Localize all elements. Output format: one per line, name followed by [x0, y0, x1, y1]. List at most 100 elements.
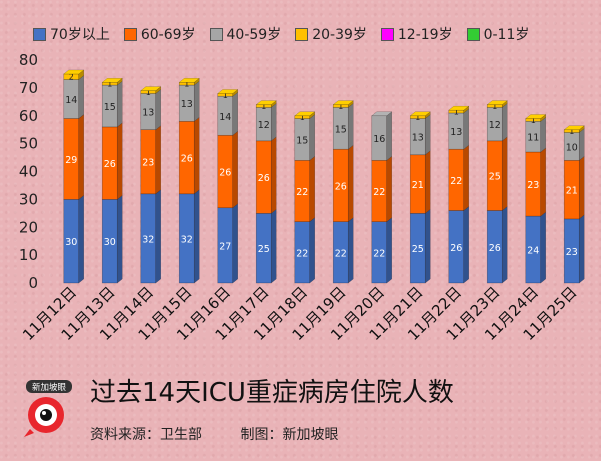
bar-segment-side — [117, 77, 123, 86]
data-label: 1 — [223, 91, 228, 100]
legend-swatch — [295, 27, 309, 41]
bar-top — [486, 100, 508, 105]
bar-segment-side — [309, 111, 315, 120]
bar-segment-side — [78, 69, 84, 81]
data-label: 26 — [489, 243, 501, 254]
data-label: 16 — [373, 134, 385, 145]
bar-segment-side — [348, 100, 354, 108]
legend-swatch — [380, 27, 394, 41]
data-label: 30 — [104, 237, 116, 248]
data-label: 14 — [219, 112, 231, 123]
bar-segment-side — [425, 150, 431, 214]
data-label: 23 — [142, 158, 154, 169]
data-label: 1 — [492, 102, 497, 111]
bar-segment-side — [540, 147, 546, 217]
legend-label: 0-11岁 — [483, 27, 530, 43]
data-label: 13 — [181, 99, 193, 110]
data-label: 15 — [296, 135, 308, 146]
bar-segment-side — [155, 125, 161, 195]
magnifier-eye-logo-icon: 新加坡眼 — [24, 380, 72, 437]
bar-top — [332, 100, 354, 105]
bar-segment-side — [540, 211, 546, 284]
data-label: 26 — [104, 159, 116, 170]
data-label: 22 — [296, 187, 308, 198]
data-label: 1 — [107, 80, 112, 89]
data-label: 1 — [569, 127, 574, 136]
legend-label: 20-39岁 — [312, 27, 367, 43]
data-label: 1 — [261, 102, 266, 111]
data-label: 1 — [300, 113, 305, 122]
bar-top — [525, 114, 547, 119]
bar-segment-side — [502, 102, 508, 142]
legend-label: 40-59岁 — [226, 27, 282, 43]
bar-top — [255, 100, 277, 105]
x-axis: 11月12日11月13日11月14日11月15日11月16日11月17日11月1… — [19, 283, 580, 344]
bar-segment-side — [78, 194, 84, 284]
data-label: 13 — [412, 133, 424, 144]
bar-top — [409, 111, 431, 116]
data-label: 22 — [296, 248, 308, 259]
data-label: 26 — [219, 168, 231, 179]
bar-segment-side — [309, 114, 315, 161]
bar-top — [217, 89, 239, 94]
bar-segment-side — [348, 144, 354, 223]
legend-item: 60-69岁 — [123, 24, 196, 44]
y-tick-label: 30 — [19, 190, 38, 208]
data-label: 24 — [527, 246, 539, 257]
bar-segment-side — [579, 127, 585, 161]
legend-swatch — [123, 27, 137, 41]
credit-text: 制图：新加坡眼 — [240, 427, 339, 443]
data-label: 12 — [258, 120, 270, 131]
bar-segment-side — [386, 111, 392, 161]
bar-top — [140, 86, 162, 91]
legend-label: 60-69岁 — [140, 27, 196, 43]
bar-segment-side — [232, 130, 238, 209]
bar-top — [178, 78, 200, 83]
legend-item: 20-39岁 — [295, 24, 367, 44]
bars: 30 29 14 2 30 26 15 1 32 23 13 1 32 26 13 1 27 26 14 1 25 26 1… — [63, 69, 585, 284]
y-tick-label: 60 — [19, 107, 38, 125]
legend-swatch — [466, 27, 480, 41]
data-label: 29 — [65, 155, 77, 166]
data-label: 22 — [373, 248, 385, 259]
data-label: 13 — [450, 127, 462, 138]
data-label: 25 — [412, 244, 424, 255]
data-label: 12 — [489, 120, 501, 131]
y-tick-label: 0 — [28, 274, 38, 292]
data-label: 22 — [450, 176, 462, 187]
source-line: 资料来源：卫生部 制图：新加坡眼 — [90, 424, 372, 444]
bar-top — [101, 78, 123, 83]
bar-segment-side — [194, 80, 200, 122]
data-label: 26 — [450, 243, 462, 254]
bar-segment-side — [463, 108, 469, 150]
legend-item: 70岁以上 — [33, 24, 110, 44]
bar-segment-side — [194, 189, 200, 284]
data-label: 1 — [338, 102, 343, 111]
data-label: 25 — [258, 244, 270, 255]
y-tick-label: 80 — [19, 51, 38, 69]
data-label: 32 — [181, 234, 193, 245]
bar-segment-side — [386, 155, 392, 223]
bar-segment-side — [271, 102, 277, 142]
data-label: 22 — [373, 187, 385, 198]
bar-segment-side — [194, 116, 200, 195]
data-label: 26 — [181, 154, 193, 165]
bar-segment-side — [232, 203, 238, 284]
bar-segment-side — [155, 88, 161, 131]
legend-label: 70岁以上 — [50, 27, 110, 43]
data-label: 2 — [69, 73, 74, 82]
chart-title: 过去14天ICU重症病房住院人数 — [90, 378, 454, 408]
bar-top — [563, 125, 585, 130]
legend-label: 12-19岁 — [397, 27, 453, 43]
data-label: 25 — [489, 172, 501, 183]
y-tick-label: 40 — [19, 163, 38, 181]
legend-item: 12-19岁 — [380, 24, 453, 44]
y-tick-label: 70 — [19, 79, 38, 97]
bar-segment-side — [271, 136, 277, 214]
data-label: 1 — [531, 116, 536, 125]
y-axis: 0 10 20 30 40 50 60 70 80 — [19, 51, 38, 292]
bar-segment-side — [78, 114, 84, 200]
bar-segment-side — [540, 116, 546, 153]
data-label: 23 — [566, 247, 578, 258]
